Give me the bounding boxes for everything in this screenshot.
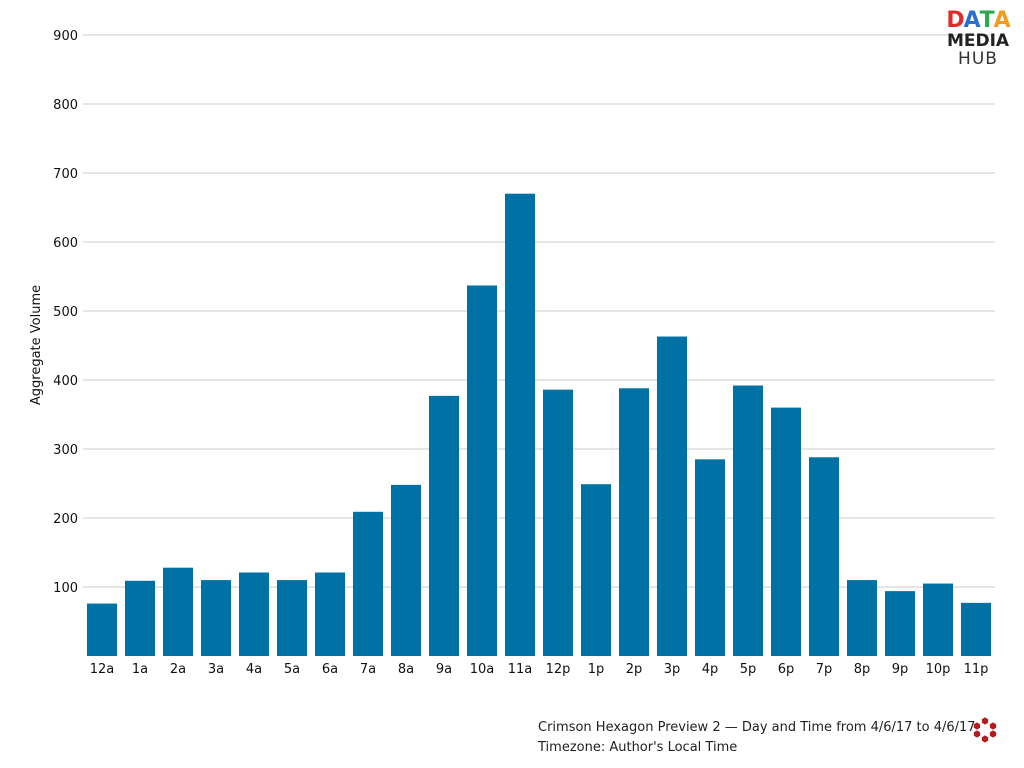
x-tick-label: 12p bbox=[546, 662, 571, 677]
x-tick-label: 2p bbox=[626, 662, 643, 677]
bar bbox=[352, 511, 384, 656]
hexagon-shape bbox=[981, 717, 989, 725]
bar bbox=[504, 193, 536, 656]
y-axis-label: Aggregate Volume bbox=[29, 285, 44, 405]
x-tick-label: 9p bbox=[892, 662, 909, 677]
bar bbox=[922, 583, 954, 656]
logo-letter: T bbox=[979, 8, 995, 33]
y-tick-label: 400 bbox=[53, 374, 78, 389]
bar bbox=[466, 285, 498, 656]
x-tick-label: 1a bbox=[132, 662, 148, 677]
bar bbox=[390, 484, 422, 656]
hexagon-shape bbox=[973, 722, 981, 730]
bar bbox=[960, 602, 992, 656]
x-tick-label: 3a bbox=[208, 662, 224, 677]
bar bbox=[884, 591, 916, 656]
x-tick-label: 3p bbox=[664, 662, 681, 677]
logo-letter: D bbox=[946, 8, 964, 33]
bar bbox=[846, 580, 878, 656]
data-media-hub-logo: DATA MEDIA HUB bbox=[944, 10, 1012, 76]
y-tick-label: 900 bbox=[53, 29, 78, 44]
bar bbox=[580, 484, 612, 656]
y-tick-label: 200 bbox=[53, 512, 78, 527]
x-tick-label: 6p bbox=[778, 662, 795, 677]
bar bbox=[732, 385, 764, 656]
bar bbox=[770, 407, 802, 656]
y-tick-label: 500 bbox=[53, 305, 78, 320]
hexagon-shape bbox=[989, 730, 997, 738]
x-tick-label: 1p bbox=[588, 662, 605, 677]
x-tick-label: 7p bbox=[816, 662, 833, 677]
bar bbox=[86, 603, 118, 656]
logo-media-text: MEDIA bbox=[946, 31, 1010, 51]
hexagon-cluster-icon bbox=[973, 717, 997, 743]
footer-source-text: Crimson Hexagon Preview 2 — Day and Time… bbox=[538, 720, 976, 735]
bar bbox=[276, 580, 308, 656]
x-tick-label: 10p bbox=[926, 662, 951, 677]
bar bbox=[124, 580, 156, 656]
chart-footer: Crimson Hexagon Preview 2 — Day and Time… bbox=[538, 718, 976, 758]
y-tick-label: 300 bbox=[53, 443, 78, 458]
x-tick-label: 11a bbox=[508, 662, 533, 677]
logo-hub-text: HUB bbox=[958, 49, 998, 69]
footer-timezone-text: Timezone: Author's Local Time bbox=[538, 740, 738, 755]
logo-letter: A bbox=[993, 8, 1011, 33]
x-tick-label: 11p bbox=[964, 662, 989, 677]
logo-data-text: DATA bbox=[944, 10, 1012, 32]
y-axis-ticks: 100 200 300 400 500 600 700 800 900 bbox=[53, 29, 78, 596]
x-tick-label: 7a bbox=[360, 662, 376, 677]
bar bbox=[428, 395, 460, 656]
bar bbox=[162, 567, 194, 656]
y-tick-label: 600 bbox=[53, 236, 78, 251]
y-tick-label: 700 bbox=[53, 167, 78, 182]
bar bbox=[808, 457, 840, 656]
x-tick-label: 12a bbox=[90, 662, 115, 677]
y-tick-label: 100 bbox=[53, 581, 78, 596]
bar bbox=[542, 389, 574, 656]
x-tick-label: 8a bbox=[398, 662, 414, 677]
hexagon-shape bbox=[973, 730, 981, 738]
hexagon-shape bbox=[981, 735, 989, 743]
x-tick-label: 4p bbox=[702, 662, 719, 677]
x-tick-label: 5p bbox=[740, 662, 757, 677]
bar bbox=[238, 572, 270, 656]
bar bbox=[618, 388, 650, 656]
x-tick-label: 10a bbox=[470, 662, 495, 677]
gridlines bbox=[83, 34, 995, 588]
bar bbox=[656, 336, 688, 656]
bar bbox=[200, 580, 232, 656]
logo-letter: A bbox=[963, 8, 981, 33]
x-tick-label: 5a bbox=[284, 662, 300, 677]
x-tick-label: 6a bbox=[322, 662, 338, 677]
bars bbox=[86, 193, 992, 656]
bar bbox=[314, 572, 346, 656]
x-tick-label: 2a bbox=[170, 662, 186, 677]
y-tick-label: 800 bbox=[53, 98, 78, 113]
x-axis-ticks: 12a 1a 2a 3a 4a 5a 6a 7a 8a 9a 10a 11a 12p 1p 2p 3p 4p 5p… bbox=[90, 662, 989, 677]
bar bbox=[694, 459, 726, 656]
x-tick-label: 9a bbox=[436, 662, 452, 677]
x-tick-label: 8p bbox=[854, 662, 871, 677]
hexagon-shape bbox=[989, 722, 997, 730]
x-tick-label: 4a bbox=[246, 662, 262, 677]
